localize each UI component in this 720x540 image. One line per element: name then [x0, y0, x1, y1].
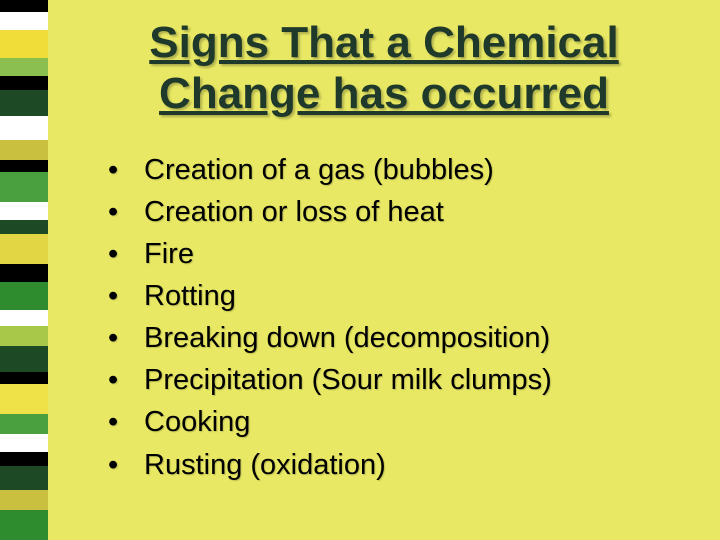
stripe [0, 510, 48, 540]
stripe [0, 116, 48, 140]
stripe [0, 466, 48, 490]
stripe [0, 326, 48, 346]
list-item: Creation of a gas (bubbles) [108, 149, 720, 191]
list-item: Fire [108, 233, 720, 275]
bullet-list: Creation of a gas (bubbles)Creation or l… [48, 131, 720, 485]
stripe [0, 346, 48, 372]
list-item: Cooking [108, 401, 720, 443]
stripe [0, 384, 48, 414]
decorative-stripe-bar [0, 0, 48, 540]
stripe [0, 160, 48, 172]
stripe [0, 452, 48, 466]
list-item: Precipitation (Sour milk clumps) [108, 359, 720, 401]
slide-title: Signs That a Chemical Change has occurre… [48, 0, 720, 131]
stripe [0, 372, 48, 384]
stripe [0, 0, 48, 12]
stripe [0, 282, 48, 310]
stripe [0, 414, 48, 434]
stripe [0, 220, 48, 234]
list-item: Breaking down (decomposition) [108, 317, 720, 359]
stripe [0, 90, 48, 116]
slide-content: Signs That a Chemical Change has occurre… [48, 0, 720, 540]
list-item: Creation or loss of heat [108, 191, 720, 233]
stripe [0, 172, 48, 202]
stripe [0, 234, 48, 264]
stripe [0, 76, 48, 90]
list-item: Rusting (oxidation) [108, 444, 720, 486]
stripe [0, 30, 48, 58]
stripe [0, 58, 48, 76]
stripe [0, 434, 48, 452]
stripe [0, 140, 48, 160]
stripe [0, 202, 48, 220]
stripe [0, 310, 48, 326]
list-item: Rotting [108, 275, 720, 317]
stripe [0, 264, 48, 282]
stripe [0, 12, 48, 30]
stripe [0, 490, 48, 510]
